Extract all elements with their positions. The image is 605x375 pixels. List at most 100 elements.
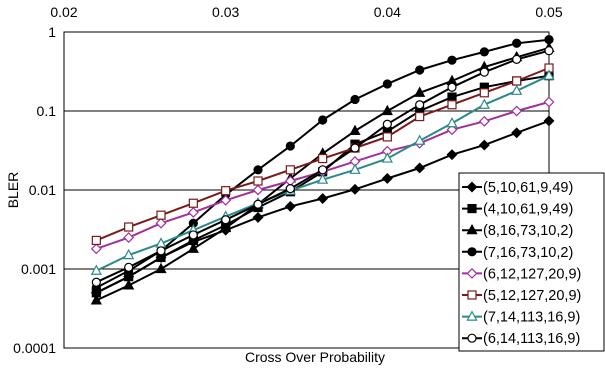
data-point (188, 198, 198, 208)
legend-marker (466, 310, 478, 321)
data-point (187, 206, 199, 218)
data-point (350, 94, 360, 105)
data-point (285, 141, 295, 151)
data-point (543, 96, 555, 108)
data-point (414, 162, 426, 174)
data-point (90, 294, 102, 305)
x-tick-label: 0.04 (374, 4, 401, 20)
data-point (446, 116, 458, 128)
data-point (382, 79, 392, 89)
series-5 (91, 63, 554, 246)
data-point (349, 163, 361, 174)
data-point (284, 200, 296, 212)
legend-entry-3: (7,16,73,10,2) (462, 245, 573, 261)
data-point (544, 46, 554, 56)
data-point (253, 176, 263, 186)
data-point (350, 143, 360, 153)
data-point (188, 230, 198, 240)
data-point (446, 124, 458, 136)
data-point (349, 124, 361, 135)
data-point (318, 165, 328, 175)
data-point (415, 65, 425, 75)
data-point (252, 211, 264, 223)
legend-marker (467, 247, 477, 257)
legend-entry-5: (5,12,127,20,9) (462, 288, 581, 304)
data-point (512, 76, 522, 86)
legend-label: (5,10,61,9,49) (483, 180, 573, 196)
data-point (220, 221, 232, 233)
data-point (543, 115, 555, 127)
data-point (381, 152, 393, 163)
data-point (479, 88, 489, 98)
y-tick-label: 0.0001 (13, 340, 56, 356)
data-point (187, 242, 199, 253)
data-point (253, 199, 263, 209)
legend: (5,10,61,9,49) (4,10,61,9,49) (8,16,73,10,… (458, 172, 605, 352)
data-point (317, 193, 329, 204)
data-point (447, 82, 457, 92)
data-point (253, 165, 263, 175)
x-tick-label: 0.02 (50, 4, 77, 20)
data-point (123, 279, 135, 290)
x-tick-label: 0.03 (212, 4, 239, 20)
x-axis-title: Cross Over Probability (245, 349, 385, 365)
legend-marker (467, 290, 477, 300)
data-point (91, 277, 101, 287)
data-point (124, 262, 134, 272)
data-point (511, 127, 523, 139)
data-point (511, 84, 523, 95)
legend-entry-1: (4,10,61,9,49) (462, 202, 573, 218)
data-point (479, 67, 489, 77)
legend-label: (4,10,61,9,49) (483, 202, 573, 218)
y-tick-label: 0.1 (37, 103, 57, 119)
data-point (382, 119, 392, 129)
legend-marker (466, 267, 478, 279)
data-point (544, 35, 554, 45)
y-axis-title: BLER (5, 172, 21, 209)
data-point (317, 173, 329, 184)
data-point (543, 69, 555, 80)
data-point (447, 55, 457, 65)
legend-marker (467, 204, 477, 214)
legend-entry-4: (6,12,127,20,9) (462, 266, 581, 282)
data-point (155, 217, 167, 229)
data-point (512, 38, 522, 48)
legend-label: (8,16,73,10,2) (483, 223, 573, 239)
legend-marker (466, 181, 478, 193)
series-7 (91, 46, 554, 287)
data-point (478, 98, 490, 109)
data-point (285, 184, 295, 194)
data-point (415, 100, 425, 110)
y-tick-labels: 1 0.1 0.01 0.001 0.0001 (13, 24, 56, 356)
data-point (252, 184, 264, 196)
data-point (91, 235, 101, 246)
data-point (221, 186, 231, 196)
legend-entry-7: (6,14,113,16,9) (462, 331, 580, 347)
y-tick-label: 1 (48, 24, 56, 40)
data-point (414, 86, 426, 97)
data-point (415, 111, 425, 122)
data-point (124, 222, 134, 232)
legend-entry-0: (5,10,61,9,49) (462, 180, 573, 196)
data-point (220, 194, 232, 206)
legend-label: (6,12,127,20,9) (483, 266, 581, 282)
legend-label: (7,14,113,16,9) (483, 310, 580, 326)
data-point (123, 232, 135, 244)
data-point (90, 264, 102, 275)
data-point (381, 104, 393, 116)
y-tick-label: 0.001 (21, 261, 56, 277)
x-tick-labels: 0.02 0.03 0.04 0.05 (50, 4, 562, 20)
legend-label: (5,12,127,20,9) (483, 288, 581, 304)
data-point (123, 248, 135, 260)
data-point (447, 100, 457, 110)
data-point (156, 246, 166, 256)
legend-marker (467, 333, 477, 343)
data-point (512, 54, 522, 64)
data-point (156, 210, 166, 220)
data-point (478, 115, 490, 127)
data-point (381, 173, 393, 184)
y-tick-label: 0.01 (29, 182, 56, 198)
legend-label: (7,16,73,10,2) (483, 245, 573, 261)
data-point (446, 149, 458, 161)
